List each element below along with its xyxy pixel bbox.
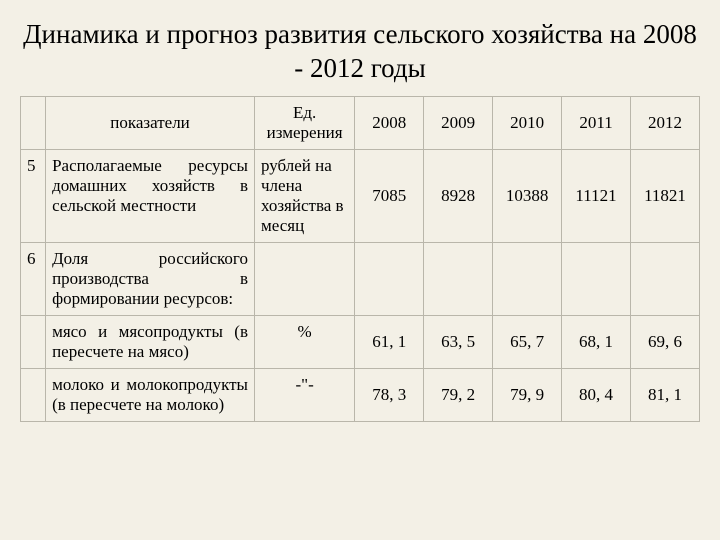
col-header-2010: 2010 [493, 96, 562, 149]
cell-value [631, 242, 700, 315]
col-header-unit: Ед. измерения [254, 96, 354, 149]
cell-value: 11121 [562, 149, 631, 242]
cell-value: 63, 5 [424, 315, 493, 368]
cell-unit: рублей на члена хозяйства в месяц [254, 149, 354, 242]
cell-value: 80, 4 [562, 368, 631, 421]
cell-value: 65, 7 [493, 315, 562, 368]
cell-num [21, 315, 46, 368]
cell-num: 5 [21, 149, 46, 242]
cell-value: 78, 3 [355, 368, 424, 421]
cell-value: 79, 9 [493, 368, 562, 421]
cell-indicator: Располагаемые ресурсы домашних хозяйств … [46, 149, 255, 242]
table-header-row: показатели Ед. измерения 2008 2009 2010 … [21, 96, 700, 149]
cell-value: 11821 [631, 149, 700, 242]
cell-num [21, 368, 46, 421]
cell-value: 61, 1 [355, 315, 424, 368]
cell-value: 68, 1 [562, 315, 631, 368]
cell-value [355, 242, 424, 315]
cell-value: 79, 2 [424, 368, 493, 421]
cell-value: 8928 [424, 149, 493, 242]
col-header-indicator: показатели [46, 96, 255, 149]
cell-value [493, 242, 562, 315]
cell-indicator: мясо и мясопродукты (в пересчете на мясо… [46, 315, 255, 368]
table-row: мясо и мясопродукты (в пересчете на мясо… [21, 315, 700, 368]
cell-value [562, 242, 631, 315]
table-row: молоко и молокопродукты (в пересчете на … [21, 368, 700, 421]
cell-unit: -"- [254, 368, 354, 421]
cell-num: 6 [21, 242, 46, 315]
page-title: Динамика и прогноз развития сельского хо… [20, 18, 700, 86]
col-header-num [21, 96, 46, 149]
cell-value: 7085 [355, 149, 424, 242]
cell-indicator: Доля российского производства в формиров… [46, 242, 255, 315]
cell-value: 81, 1 [631, 368, 700, 421]
cell-indicator: молоко и молокопродукты (в пересчете на … [46, 368, 255, 421]
cell-value: 69, 6 [631, 315, 700, 368]
data-table: показатели Ед. измерения 2008 2009 2010 … [20, 96, 700, 422]
col-header-2012: 2012 [631, 96, 700, 149]
cell-unit: % [254, 315, 354, 368]
cell-value: 10388 [493, 149, 562, 242]
col-header-2009: 2009 [424, 96, 493, 149]
table-row: 6 Доля российского производства в формир… [21, 242, 700, 315]
col-header-2011: 2011 [562, 96, 631, 149]
table-row: 5 Располагаемые ресурсы домашних хозяйст… [21, 149, 700, 242]
col-header-2008: 2008 [355, 96, 424, 149]
cell-value [424, 242, 493, 315]
cell-unit [254, 242, 354, 315]
